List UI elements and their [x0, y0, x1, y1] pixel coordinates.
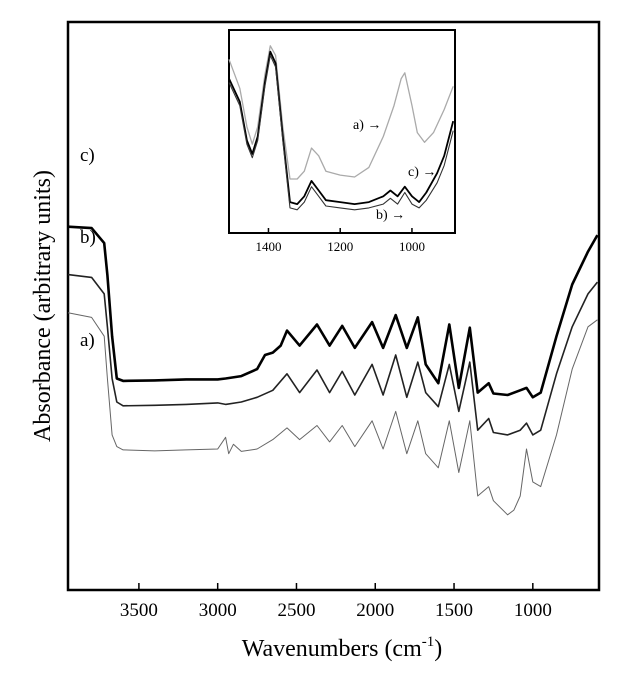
x-axis-title-close-paren: ) — [434, 636, 442, 662]
inset-label-a: a) → — [353, 118, 381, 133]
series-label-a: a) — [80, 330, 95, 351]
inset-label-c: c) → — [408, 165, 436, 180]
main-series-line-a — [67, 312, 598, 516]
x-axis-title-superscript: -1 — [422, 634, 435, 650]
inset-x-axis-ticks: 1400 1200 1000 — [255, 228, 425, 254]
inset-x-tick-label-1000: 1000 — [399, 239, 425, 254]
y-axis-title: Absorbance (arbitrary units) — [30, 170, 56, 442]
main-series-layer — [67, 225, 599, 516]
main-x-tick-label-1500: 1500 — [435, 600, 473, 621]
main-series-line-b — [67, 273, 599, 436]
inset-x-tick-label-1200: 1200 — [327, 239, 353, 254]
main-x-axis-ticks: 3500 3000 2500 2000 1500 1000 — [120, 583, 552, 621]
inset-x-tick-label-1400: 1400 — [255, 239, 281, 254]
inset-series-layer — [228, 45, 455, 211]
main-x-tick-label-3000: 3000 — [199, 600, 237, 621]
series-label-b: b) — [80, 227, 96, 248]
main-plot-frame — [66, 20, 601, 592]
inset-label-b: b) → — [376, 208, 405, 223]
main-x-tick-label-2500: 2500 — [277, 600, 315, 621]
main-x-tick-label-2000: 2000 — [356, 600, 394, 621]
main-x-tick-label-3500: 3500 — [120, 600, 158, 621]
inset-series-line-a — [228, 45, 454, 180]
x-axis-title: Wavenumbers (cm-1) — [242, 634, 443, 662]
inset-series-line-b — [228, 54, 454, 211]
series-label-c: c) — [80, 145, 95, 166]
main-series-line-c — [67, 225, 599, 399]
main-x-tick-label-1000: 1000 — [514, 600, 552, 621]
